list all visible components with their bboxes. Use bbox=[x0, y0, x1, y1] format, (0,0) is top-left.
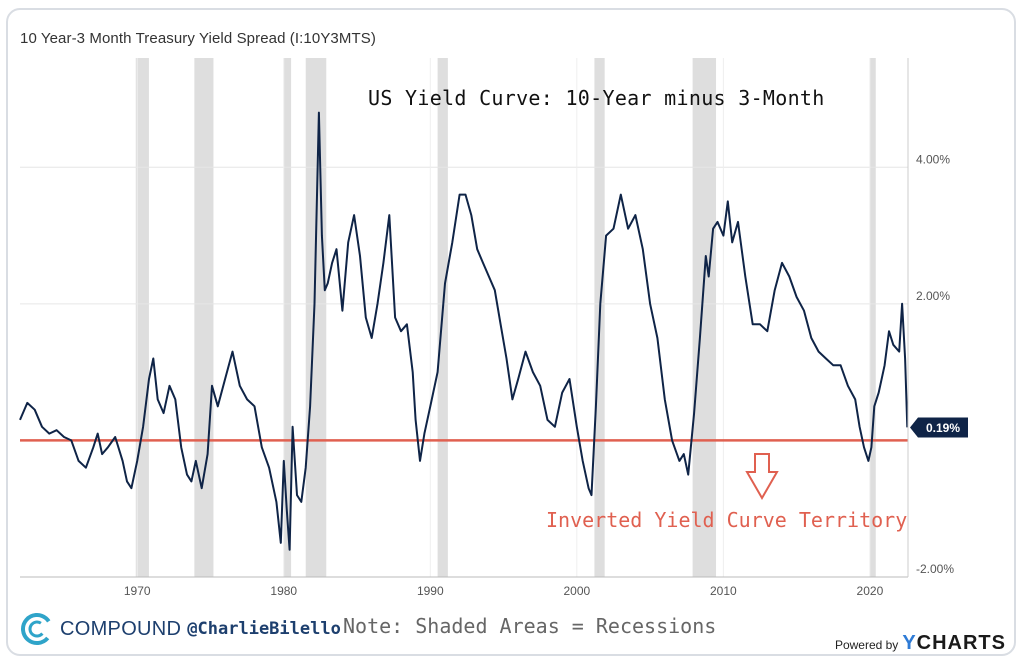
x-tick-label: 2000 bbox=[563, 584, 590, 598]
y-tick-label: -2.00% bbox=[916, 562, 954, 576]
x-tick-label: 2020 bbox=[857, 584, 884, 598]
series-line bbox=[19, 111, 909, 551]
ycharts-logo-rest: CHARTS bbox=[916, 632, 1006, 654]
chart-card bbox=[6, 8, 1016, 656]
chart-title: 10 Year-3 Month Treasury Yield Spread (I… bbox=[20, 30, 376, 47]
last-value-label: 0.19% bbox=[926, 421, 960, 435]
y-tick-label: 4.00% bbox=[916, 152, 950, 166]
recession-band bbox=[283, 58, 292, 577]
recession-band bbox=[869, 58, 876, 577]
headline-annotation: US Yield Curve: 10-Year minus 3-Month bbox=[368, 86, 825, 110]
axes-group: -2.00% 2.00% 4.00% 1970 1980 1990 2000 2010 2020 bbox=[20, 58, 954, 598]
compound-name: COMPOUND bbox=[60, 617, 182, 640]
last-value-badge bbox=[910, 417, 968, 438]
ycharts-branding: Powered by YCHARTS bbox=[835, 632, 1006, 655]
x-tick-label: 1980 bbox=[270, 584, 297, 598]
gridlines bbox=[20, 58, 908, 578]
recession-note: Note: Shaded Areas = Recessions bbox=[343, 614, 717, 638]
compound-logo-icon bbox=[21, 613, 53, 645]
recession-band bbox=[135, 58, 149, 577]
recession-band bbox=[692, 58, 717, 577]
series-group bbox=[19, 111, 909, 551]
compound-branding: COMPOUND @CharlieBilello bbox=[20, 612, 341, 646]
x-tick-label: 2010 bbox=[710, 584, 737, 598]
powered-by-label: Powered by bbox=[834, 638, 899, 652]
y-tick-label: 2.00% bbox=[916, 289, 950, 303]
recession-bands bbox=[135, 58, 876, 577]
down-arrow-group bbox=[745, 453, 779, 501]
author-handle: @CharlieBilello bbox=[187, 619, 341, 639]
recession-band bbox=[305, 58, 327, 577]
x-tick-label: 1990 bbox=[417, 584, 444, 598]
ycharts-logo: YCHARTS bbox=[902, 632, 1006, 655]
last-value-badge-group: 0.19% bbox=[910, 417, 968, 438]
ycharts-logo-y: Y bbox=[902, 632, 917, 654]
down-arrow-icon bbox=[745, 453, 779, 501]
inverted-territory-label: Inverted Yield Curve Territory bbox=[546, 508, 908, 532]
x-tick-label: 1970 bbox=[124, 584, 151, 598]
recession-band bbox=[194, 58, 214, 577]
